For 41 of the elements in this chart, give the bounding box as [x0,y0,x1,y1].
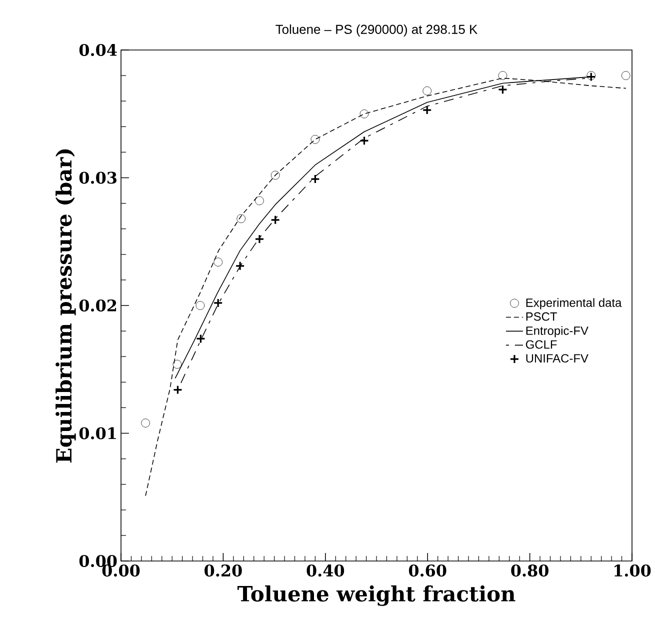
point [270,215,280,225]
point [236,214,246,224]
point [172,385,183,395]
point [254,234,264,244]
point [255,196,264,206]
x-tick-label: 0.60 [408,564,446,577]
x-tick-label: 0.20 [204,564,242,577]
x-tick-label: 0.80 [511,564,548,577]
point [422,86,432,96]
y-tick-label: 0.03 [79,172,116,184]
x-tick-label: 1.00 [614,564,651,577]
point [214,258,222,266]
point [310,135,320,144]
point [359,136,370,146]
point [360,109,369,118]
legend-label: Entropic-FV [526,326,588,338]
legend-label: Experimental data [526,298,622,310]
y-tick-label: 0.04 [79,44,117,56]
point [235,261,245,271]
point [196,334,206,344]
x-axis-title: Toluene weight fraction [237,585,516,606]
point [498,71,508,80]
point [196,301,205,310]
x-tick-label: 0.40 [306,564,344,577]
point [310,174,320,184]
y-tick-label: 0.00 [79,554,117,568]
y-tick-label: 0.02 [79,299,116,312]
point [621,71,630,80]
legend-label: UNIFAC-FV [526,354,588,363]
point [270,170,280,180]
point [141,418,150,428]
legend-label: PSCT [526,312,557,321]
point [498,84,508,94]
x-tick-label: 0.00 [102,564,140,577]
point [422,105,432,115]
point [213,298,223,308]
y-tick-label: 0.01 [79,427,116,440]
point [172,360,182,369]
chart-title: Toluene – PS (290000) at 298.15 K [276,24,478,37]
y-axis-title: Equilibrium pressure (bar) [56,149,76,463]
legend-label: GCLF [526,340,557,349]
